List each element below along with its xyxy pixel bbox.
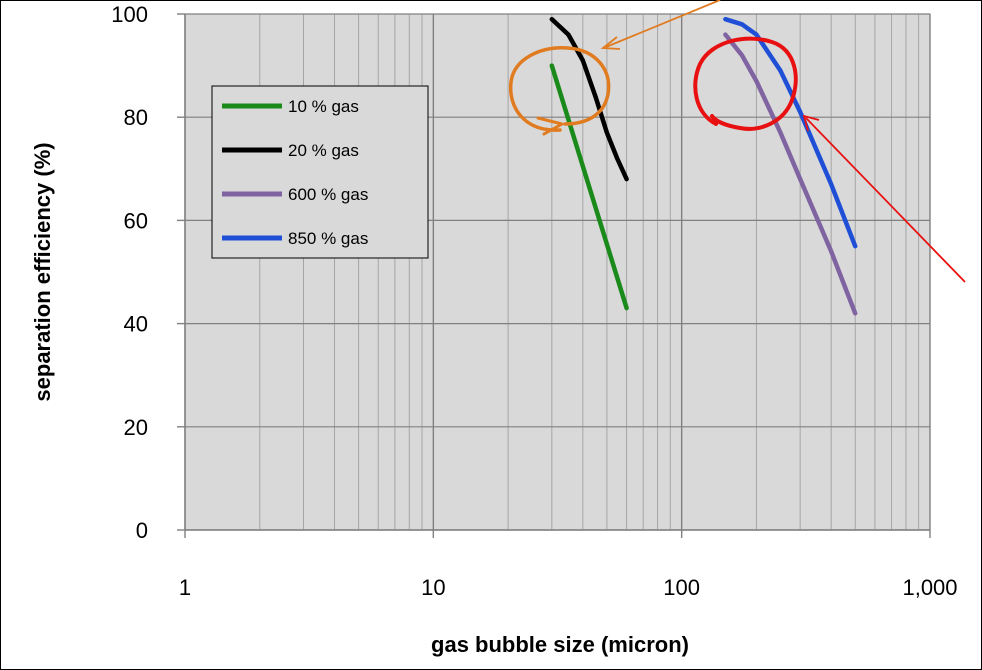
axes: [177, 13, 931, 538]
series-line: [723, 16, 858, 249]
annotation-orange-arrow: [605, 0, 721, 48]
series-line: [549, 63, 629, 311]
y-tick-label: 0: [136, 518, 148, 543]
x-tick-label: 1: [179, 575, 191, 600]
series-1: [549, 63, 629, 311]
legend: 10 % gas 20 % gas 600 % gas 850 % gas: [211, 85, 429, 259]
series-layer: [549, 16, 858, 316]
legend-label: 20 % gas: [288, 141, 359, 160]
annotation-orange-circle: [508, 46, 611, 132]
legend-label: 10 % gas: [288, 97, 359, 116]
x-axis-title: gas bubble size (micron): [431, 632, 689, 657]
y-tick-label: 40: [124, 312, 148, 337]
annotation-orange-arrowhead: [600, 36, 621, 50]
legend-box: [211, 85, 429, 259]
x-tick-label: 10: [421, 575, 445, 600]
y-axis-title: separation efficiency (%): [30, 142, 55, 401]
y-tick-label: 20: [124, 415, 148, 440]
x-tick-labels: 1 10 100 1,000: [179, 575, 958, 600]
annotation-red-arrowhead: [802, 114, 820, 132]
series-line: [723, 32, 858, 316]
x-tick-label: 100: [663, 575, 700, 600]
series-line: [549, 16, 629, 182]
legend-label: 600 % gas: [288, 185, 368, 204]
y-tick-label: 60: [124, 208, 148, 233]
annotations: [508, 0, 966, 283]
series-3: [723, 32, 858, 316]
legend-label: 850 % gas: [288, 229, 368, 248]
y-tick-labels: 0 20 40 60 80 100: [111, 2, 148, 543]
annotation-orange-tick: [536, 116, 564, 136]
series-2: [549, 16, 629, 182]
y-tick-label: 80: [124, 105, 148, 130]
x-tick-label: 1,000: [902, 575, 957, 600]
annotation-red-circle: [693, 36, 798, 131]
annotation-red-arrow: [805, 117, 966, 283]
series-4: [723, 16, 858, 249]
y-tick-label: 100: [111, 2, 148, 27]
